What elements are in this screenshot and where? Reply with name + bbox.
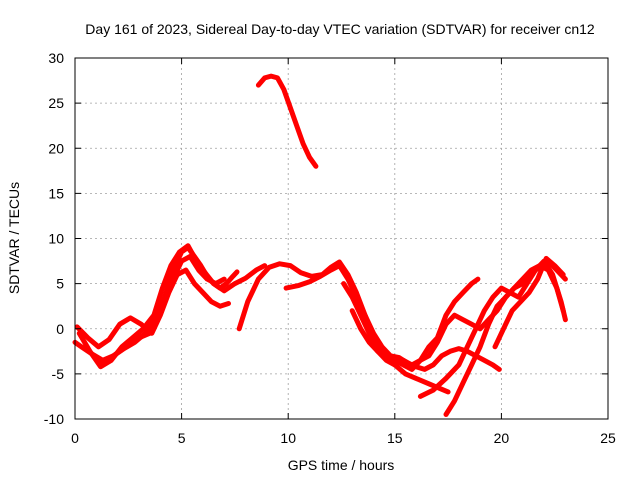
y-tick-label: 5	[56, 276, 64, 292]
x-axis-label: GPS time / hours	[288, 457, 395, 473]
x-tick-label: 20	[494, 430, 510, 446]
y-tick-label: 10	[48, 231, 64, 247]
x-tick-label: 25	[600, 430, 616, 446]
series-line-trace-k	[492, 255, 566, 350]
grid-lines	[75, 58, 608, 419]
y-tick-label: 15	[48, 185, 64, 201]
y-tick-labels: -10 -5 0 5 10 15 20 25 30	[44, 50, 64, 427]
series-line-trace-f	[283, 263, 502, 372]
y-axis-label: SDTVAR / TECUs	[6, 182, 22, 294]
y-tick-label: 30	[48, 50, 64, 66]
series-line-trace-g	[341, 276, 481, 368]
series-line-trace-c	[74, 267, 231, 350]
y-tick-label: -5	[52, 366, 65, 382]
axis-ticks	[74, 57, 609, 420]
series-line-trace-h	[349, 258, 568, 372]
series-line-trace-b	[76, 243, 268, 370]
series-line-trace-l	[255, 73, 319, 169]
series-line-trace-d	[98, 254, 227, 366]
series-line-trace-j	[443, 263, 566, 417]
y-tick-label: 20	[48, 140, 64, 156]
chart-title: Day 161 of 2023, Sidereal Day-to-day VTE…	[85, 21, 595, 37]
x-tick-label: 15	[387, 430, 403, 446]
x-tick-label: 0	[71, 430, 79, 446]
y-tick-label: 25	[48, 95, 64, 111]
series-layer	[72, 73, 568, 417]
x-tick-labels: 0 5 10 15 20 25	[71, 430, 616, 446]
x-tick-label: 5	[178, 430, 186, 446]
y-tick-label: 0	[56, 321, 64, 337]
x-tick-label: 10	[280, 430, 296, 446]
series-line-trace-i	[417, 258, 568, 399]
y-tick-label: -10	[44, 411, 64, 427]
